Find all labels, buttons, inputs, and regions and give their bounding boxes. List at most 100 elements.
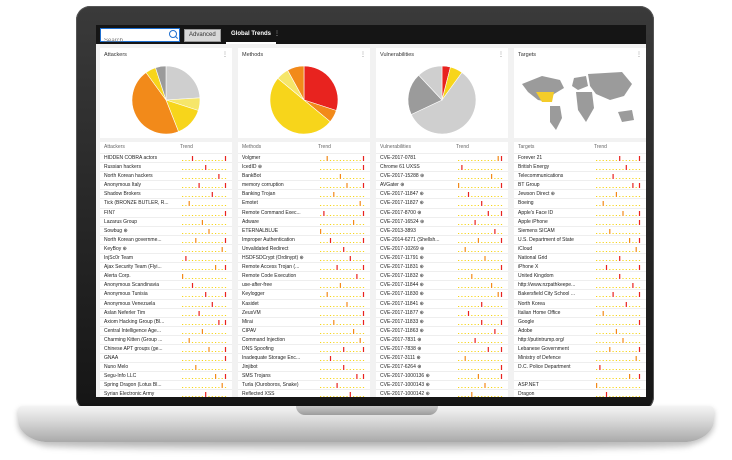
list-item[interactable]: KeyBoy ⊕ [100, 243, 232, 253]
panel-menu-icon[interactable]: ⋮ [222, 52, 228, 58]
item-name[interactable]: CIPAV [242, 327, 257, 334]
pie-slice[interactable] [287, 65, 305, 101]
item-name[interactable]: Anonymous Tunisia [104, 291, 148, 298]
item-name[interactable]: http://putintrump.org/ [518, 336, 565, 343]
list-item[interactable]: Russian hackers [100, 162, 232, 171]
item-name[interactable]: Russian hackers [104, 164, 141, 171]
item-name[interactable]: FIN7 [104, 209, 115, 216]
list-item[interactable]: Central Intelligence Age... [100, 325, 232, 335]
list-item[interactable]: Syrian Electronic Army [100, 389, 232, 397]
list-item[interactable]: National Grid [514, 253, 646, 262]
list-item[interactable]: Tick (BRONZE BUTLER, R... [100, 198, 232, 207]
item-name[interactable]: iCloud [518, 245, 533, 252]
item-name[interactable]: Anonymous Italy [104, 182, 141, 189]
panel-menu-icon[interactable]: ⋮ [360, 52, 366, 58]
list-item[interactable]: Remote Command Exec... [238, 207, 370, 217]
list-item[interactable]: iPhone X [514, 262, 646, 271]
list-item[interactable]: CVE-2017-11877 ⊕ [376, 307, 508, 317]
list-item[interactable]: United Kingdom [514, 271, 646, 280]
list-item[interactable]: CVE-2017-11830 ⊕ [376, 289, 508, 298]
list-item[interactable]: CVE-2017-10269 ⊕ [376, 243, 508, 253]
list-item[interactable]: CVE-2013-3893 [376, 225, 508, 235]
list-item[interactable]: Bakersfield City School ... [514, 289, 646, 298]
tab-global-trends[interactable]: Global Trends [226, 27, 277, 44]
item-name[interactable]: Italian Home Office [518, 309, 561, 316]
list-item[interactable]: CVE-2017-11791 ⊕ [376, 253, 508, 262]
list-item[interactable]: CVE-2017-3111 ⊕ [376, 353, 508, 362]
item-name[interactable]: Inadequate Storage Enc... [242, 355, 301, 362]
item-name[interactable]: CVE-2017-11841 ⊕ [380, 300, 424, 307]
item-name[interactable]: http://www.nzpathkeepe... [518, 282, 576, 289]
list-item[interactable]: CVE-2017-15288 ⊕ [376, 171, 508, 180]
item-name[interactable]: CVE-2017-11847 ⊕ [380, 191, 424, 198]
list-item[interactable]: CVE-2017-1000142 ⊕ [376, 389, 508, 397]
list-item[interactable]: SMS Trojans [238, 371, 370, 380]
item-name[interactable]: Adobe [518, 327, 533, 334]
list-item[interactable]: ASP.NET [514, 380, 646, 389]
item-name[interactable]: North Korean hackers [104, 173, 153, 180]
list-item[interactable]: North Korea [514, 298, 646, 308]
list-item[interactable]: CVE-2017-11863 ⊕ [376, 325, 508, 335]
list-item[interactable]: Jewson Direct ⊕ [514, 189, 646, 198]
item-name[interactable]: Lebanese Government [518, 345, 569, 352]
panel-menu-icon[interactable]: ⋮ [498, 52, 504, 58]
item-name[interactable]: BT Group [518, 182, 540, 189]
item-name[interactable]: CVE-2017-1000136 ⊕ [380, 373, 430, 380]
list-item[interactable]: D.C. Police Department [514, 362, 646, 371]
item-name[interactable]: Spring Dragon (Lotus Bl... [104, 382, 162, 389]
list-item[interactable] [514, 371, 646, 380]
item-name[interactable]: North Korea [518, 300, 545, 307]
item-name[interactable]: U.S. Department of State [518, 236, 574, 243]
list-item[interactable]: Jinjibot [238, 362, 370, 371]
item-name[interactable]: Axiom Hacking Group (Bl... [104, 318, 165, 325]
list-item[interactable]: North Korean hackers [100, 171, 232, 180]
item-name[interactable]: Mirai [242, 318, 253, 325]
list-item[interactable]: InjSc0r Team [100, 253, 232, 262]
item-name[interactable]: CVE-2017-8700 ⊕ [380, 209, 422, 216]
list-item[interactable]: Command Injection [238, 334, 370, 344]
item-name[interactable]: Central Intelligence Age... [104, 327, 161, 334]
list-item[interactable]: ZeusVM [238, 307, 370, 317]
item-name[interactable]: CVE-2013-3893 [380, 227, 416, 234]
item-name[interactable]: Jewson Direct ⊕ [518, 191, 555, 198]
item-name[interactable]: CVE-2017-11830 ⊕ [380, 291, 424, 298]
item-name[interactable]: Improper Authentication [242, 236, 295, 243]
column-header-name[interactable]: Targets [518, 144, 535, 150]
item-name[interactable]: Boeing [518, 200, 534, 207]
pie-chart[interactable] [376, 62, 508, 136]
list-item[interactable]: Anonymous Tunisia [100, 289, 232, 298]
column-header-name[interactable]: Methods [242, 144, 262, 150]
tab-menu-icon[interactable]: ⋮ [274, 31, 280, 37]
item-name[interactable]: Aslan Neferler Tim [104, 309, 146, 316]
item-name[interactable]: Google [518, 318, 535, 325]
pie-slice[interactable] [410, 72, 477, 135]
item-name[interactable]: CVE-2017-3111 ⊕ [380, 355, 421, 362]
item-name[interactable]: ETERNALBLUE [242, 227, 279, 234]
item-name[interactable]: CVE-2017-7831 ⊕ [380, 336, 422, 343]
item-name[interactable]: Segu-Info LLC [104, 373, 137, 380]
list-item[interactable]: CVE-2017-11832 ⊕ [376, 271, 508, 280]
item-name[interactable]: Chrome 61 UXSS [380, 164, 420, 171]
item-name[interactable]: ASP.NET [518, 382, 539, 389]
list-item[interactable]: Mirai [238, 316, 370, 326]
list-item[interactable]: IcedID ⊕ [238, 162, 370, 171]
item-name[interactable]: Nuno Melo [104, 364, 129, 371]
item-name[interactable]: CVE-2017-10269 ⊕ [380, 245, 425, 252]
list-item[interactable]: Telecommunications [514, 171, 646, 180]
list-item[interactable]: Chinese APT groups (ge... [100, 343, 232, 353]
item-name[interactable]: ZeusVM [242, 309, 261, 316]
pie-slice[interactable] [303, 65, 339, 111]
pie-chart[interactable] [238, 62, 370, 136]
item-name[interactable]: Lazarus Group [104, 218, 138, 225]
item-name[interactable]: Alerta Corp. [104, 273, 131, 280]
list-item[interactable]: Remote Access Trojan (... [238, 262, 370, 271]
list-item[interactable]: AVGater ⊕ [376, 180, 508, 189]
item-name[interactable]: CVE-2017-15288 ⊕ [380, 173, 425, 180]
list-item[interactable]: Improper Authentication [238, 234, 370, 244]
item-name[interactable]: United Kingdom [518, 273, 554, 280]
item-name[interactable]: CVE-2017-1000143 ⊕ [380, 382, 430, 389]
item-name[interactable]: KeyBoy ⊕ [104, 245, 127, 252]
list-item[interactable]: Italian Home Office [514, 307, 646, 317]
list-item[interactable]: Segu-Info LLC [100, 371, 232, 380]
list-item[interactable]: CVE-2017-1000143 ⊕ [376, 380, 508, 389]
